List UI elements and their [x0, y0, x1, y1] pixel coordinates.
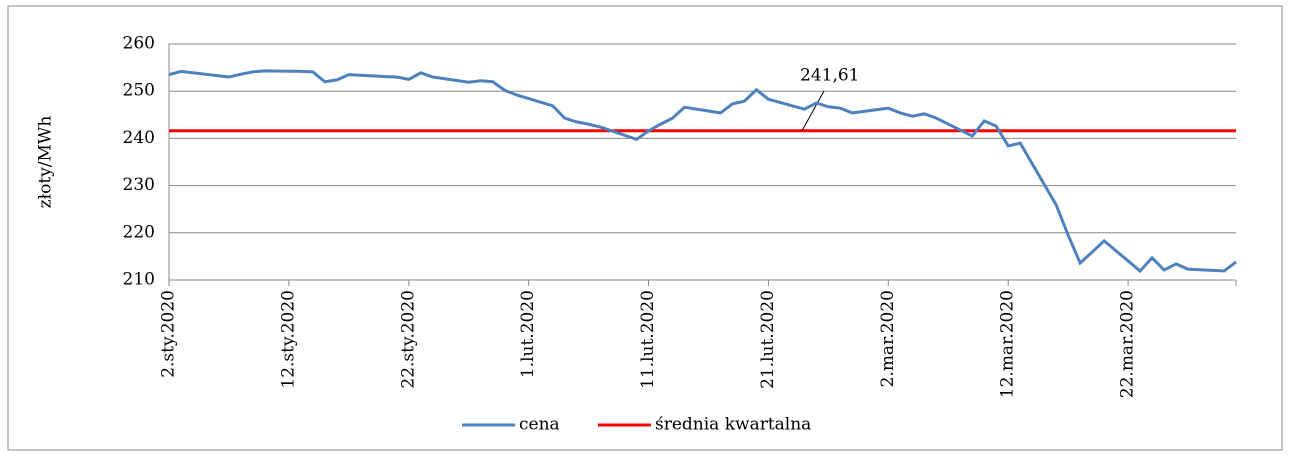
line-series: [168, 69, 1237, 274]
value-label: 241,61: [800, 66, 859, 86]
x-tick-label: 11.lut.2020: [638, 290, 658, 389]
y-axis-label: złoty/MWh: [36, 116, 56, 209]
x-tick-label: 12.sty.2020: [278, 290, 298, 389]
x-tick-label: 1.lut.2020: [518, 290, 538, 378]
x-tick-label: 2.sty.2020: [159, 290, 179, 378]
leader-line: [801, 90, 825, 132]
y-tick-label: 220: [123, 222, 155, 242]
x-tick-label: 12.mar.2020: [998, 290, 1018, 398]
legend-label: cena: [519, 415, 560, 435]
x-tick-label: 21.lut.2020: [758, 290, 778, 389]
x-tick-label: 2.mar.2020: [878, 290, 898, 387]
y-tick-label: 240: [123, 128, 155, 148]
x-tick-label: 22.sty.2020: [398, 290, 418, 389]
y-tick-label: 230: [123, 175, 155, 195]
legend-label: średnia kwartalna: [655, 415, 811, 435]
x-tick-label: 22.mar.2020: [1118, 290, 1138, 398]
y-tick-label: 210: [123, 270, 155, 290]
chart-border: [7, 5, 1283, 451]
y-tick-label: 260: [123, 34, 155, 54]
y-tick-label: 250: [123, 81, 155, 101]
